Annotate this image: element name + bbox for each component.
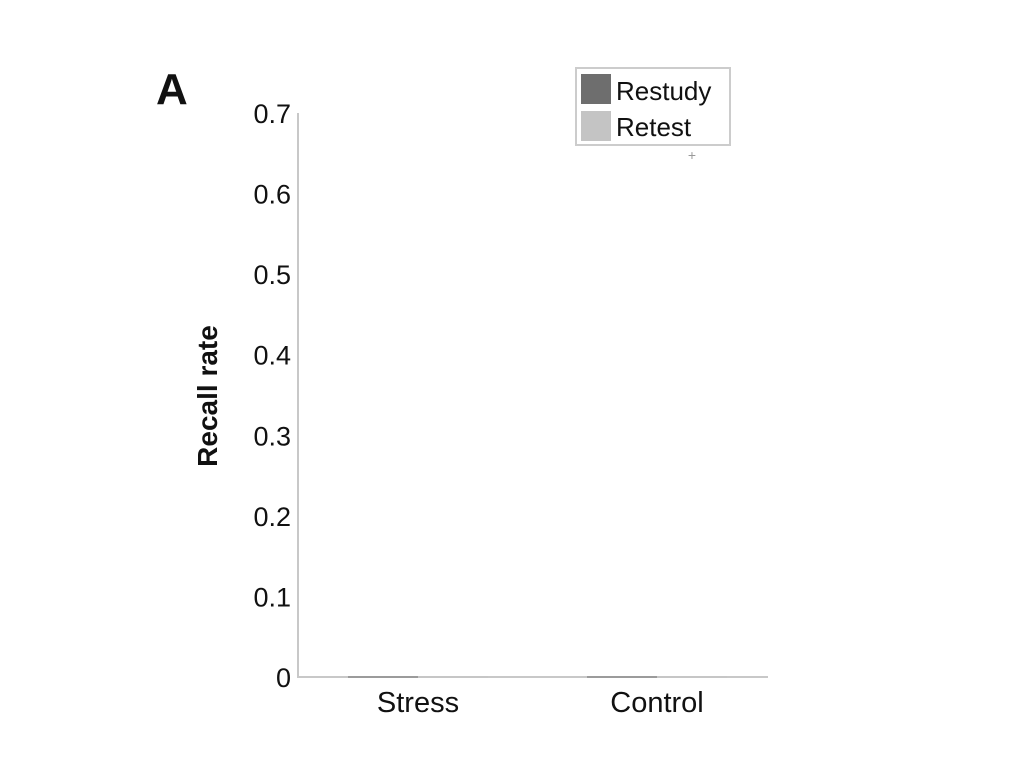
y-tick-label: 0.2 (253, 502, 291, 532)
legend-swatch-retest (581, 111, 611, 141)
bar-series (348, 676, 727, 678)
legend: Restudy Retest (575, 67, 731, 146)
y-tick-label: 0 (276, 663, 291, 693)
bar-restudy-control (587, 676, 657, 678)
legend-label-retest: Retest (616, 112, 692, 142)
y-tick-label: 0.5 (253, 260, 291, 290)
y-tick-label: 0.4 (253, 341, 291, 371)
category-label-stress: Stress (377, 687, 459, 719)
category-labels: Stress Control (377, 687, 704, 719)
y-tick-label: 0.6 (253, 180, 291, 210)
category-label-control: Control (610, 687, 704, 719)
y-tick-label: 0.3 (253, 421, 291, 451)
y-tick-label: 0.1 (253, 582, 291, 612)
panel-label: A (156, 65, 188, 114)
y-tick-labels: 0 0.1 0.2 0.3 0.4 0.5 0.6 0.7 (253, 99, 291, 693)
legend-swatch-restudy (581, 74, 611, 104)
bar-retest-control (657, 676, 727, 678)
bar-retest-stress (418, 676, 488, 678)
y-axis-title: Recall rate (192, 325, 223, 467)
y-tick-label: 0.7 (253, 99, 291, 129)
bar-restudy-stress (348, 676, 418, 678)
legend-label-restudy: Restudy (616, 76, 711, 106)
annotation-marker: + (688, 147, 696, 163)
